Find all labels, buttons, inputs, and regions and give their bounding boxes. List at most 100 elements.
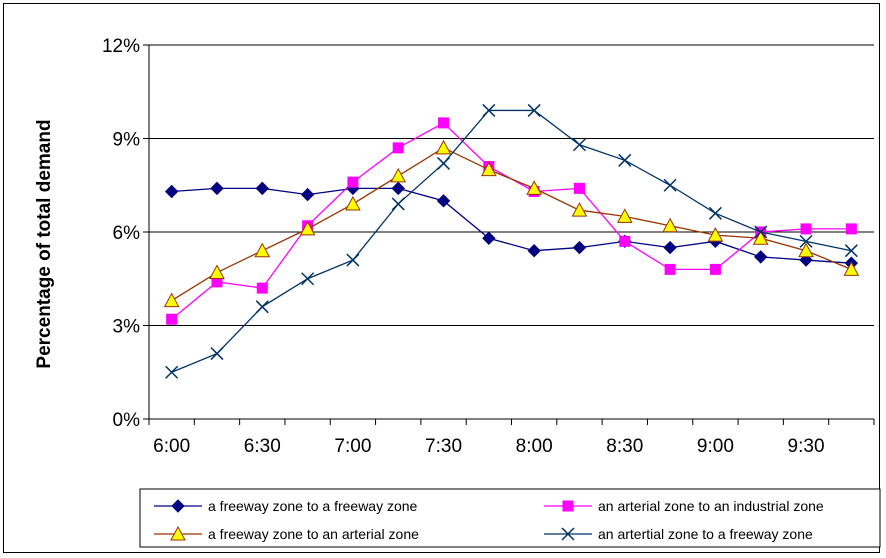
- data-point: [845, 223, 857, 235]
- x-tick-label: 7:00: [334, 436, 371, 457]
- legend-marker: [171, 499, 185, 513]
- data-point: [482, 231, 496, 245]
- gridlines: [143, 44, 875, 425]
- data-point: [435, 139, 452, 155]
- data-point: [165, 365, 179, 379]
- legend-marker: [561, 527, 575, 541]
- x-tick-label: 8:30: [606, 436, 643, 457]
- data-point: [300, 187, 315, 202]
- data-point: [254, 242, 271, 258]
- marker-stroke: [301, 272, 315, 286]
- series-lines: [163, 103, 860, 379]
- data-point: [664, 263, 676, 275]
- legend-marker: [562, 500, 574, 512]
- marker-stroke: [844, 244, 858, 258]
- data-point: [166, 313, 178, 325]
- data-point: [391, 181, 405, 196]
- data-point: [209, 264, 225, 280]
- legend-item: a freeway zone to an arterial zone: [154, 525, 419, 542]
- data-point: [210, 181, 224, 196]
- legend-label: a freeway zone to a freeway zone: [208, 498, 418, 514]
- data-point: [347, 176, 359, 188]
- data-point: [754, 250, 768, 264]
- data-point: [572, 240, 587, 255]
- data-point: [708, 206, 722, 220]
- data-point: [210, 347, 224, 361]
- marker-stroke: [437, 156, 451, 170]
- marker-stroke: [754, 225, 768, 239]
- legend-marker: [170, 525, 186, 541]
- x-tick-label: 6:30: [244, 436, 281, 457]
- data-point: [662, 217, 678, 233]
- series-line: [171, 187, 852, 264]
- y-tick-label: 9%: [113, 130, 141, 151]
- legend-item: an artertial zone to a freeway zone: [544, 526, 813, 542]
- data-point: [299, 220, 316, 236]
- data-point: [164, 184, 179, 199]
- legend: a freeway zone to a freeway zone an arter…: [139, 488, 881, 548]
- x-tick-label: 9:30: [788, 436, 825, 457]
- data-point: [391, 197, 405, 211]
- legend-item: a freeway zone to a freeway zone: [154, 498, 418, 514]
- legend-box: [139, 488, 881, 548]
- marker-stroke: [527, 103, 541, 117]
- marker-stroke: [346, 253, 360, 267]
- chart-frame: 0% 3% 6% 9% 12% 6:00 6:30 7:00 7:30 8:00 8:30 9:00…: [3, 3, 881, 553]
- data-point: [527, 243, 541, 258]
- series-2: [166, 117, 857, 325]
- marker-stroke: [165, 365, 179, 379]
- data-point: [709, 263, 721, 275]
- x-tick-label: 6:00: [153, 436, 190, 457]
- data-point: [345, 195, 361, 211]
- legend-label: an artertial zone to a freeway zone: [598, 526, 813, 542]
- series-3: [163, 139, 860, 308]
- series-4: [165, 103, 858, 379]
- marker-stroke: [799, 234, 813, 248]
- data-point: [526, 180, 542, 195]
- marker-stroke: [708, 206, 722, 220]
- marker-stroke: [561, 527, 575, 541]
- legend-label: a freeway zone to an arterial zone: [208, 526, 419, 542]
- data-point: [163, 292, 180, 308]
- y-tick-label: 0%: [113, 410, 141, 431]
- data-point: [255, 300, 269, 314]
- marker-stroke: [210, 347, 224, 361]
- marker-stroke: [663, 178, 677, 192]
- x-axis-ticks: 6:00 6:30 7:00 7:30 8:00 8:30 9:00 9:30: [153, 436, 824, 457]
- data-point: [438, 117, 450, 129]
- data-point: [573, 182, 585, 194]
- data-point: [752, 230, 769, 245]
- data-point: [390, 167, 407, 183]
- data-point: [436, 194, 451, 208]
- y-tick-label: 6%: [113, 223, 141, 244]
- legend-label: an arterial zone to an industrial zone: [598, 498, 824, 514]
- data-point: [482, 103, 496, 117]
- data-point: [301, 272, 315, 286]
- data-point: [571, 202, 588, 217]
- series-line: [171, 109, 852, 373]
- data-point: [572, 138, 586, 152]
- marker-stroke: [572, 138, 586, 152]
- y-axis-ticks: 0% 3% 6% 9% 12%: [102, 36, 140, 431]
- data-point: [707, 227, 724, 242]
- data-point: [346, 253, 360, 267]
- data-point: [618, 153, 632, 167]
- data-point: [437, 156, 451, 170]
- data-point: [663, 240, 677, 255]
- series-line: [171, 147, 852, 302]
- y-tick-label: 12%: [102, 36, 140, 57]
- data-point: [481, 161, 497, 177]
- marker-stroke: [391, 197, 405, 211]
- marker-stroke: [482, 103, 496, 117]
- x-tick-label: 7:30: [425, 436, 462, 457]
- legend-item: an arterial zone to an industrial zone: [544, 498, 824, 514]
- data-point: [799, 234, 813, 248]
- data-point: [663, 178, 677, 192]
- data-point: [256, 282, 268, 294]
- data-point: [255, 181, 269, 196]
- data-point: [798, 242, 814, 258]
- marker-stroke: [618, 153, 632, 167]
- data-point: [616, 208, 633, 223]
- data-point: [619, 235, 631, 247]
- x-tick-label: 9:00: [697, 436, 734, 457]
